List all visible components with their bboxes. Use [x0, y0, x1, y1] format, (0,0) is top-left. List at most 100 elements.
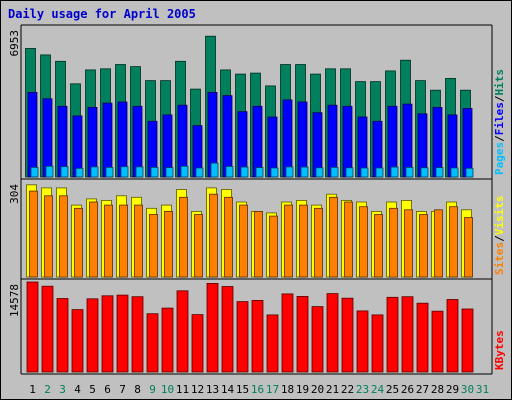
bar-kbytes — [281, 293, 294, 373]
bar-files — [402, 103, 413, 178]
bar-sites — [224, 196, 233, 278]
bar-sites — [239, 204, 248, 278]
bar-sites — [209, 193, 218, 278]
x-tick-label: 11 — [176, 383, 189, 396]
bar-pages — [330, 166, 339, 178]
bar-pages — [225, 166, 234, 178]
bar-sites — [419, 214, 428, 278]
x-tick-label: 19 — [296, 383, 309, 396]
bar-pages — [345, 167, 354, 178]
x-tick-label: 10 — [161, 383, 174, 396]
bar-pages — [270, 167, 279, 178]
x-tick-label: 13 — [206, 383, 219, 396]
bar-kbytes — [311, 306, 324, 373]
bar-pages — [390, 166, 399, 178]
panel-middle: 304 Sites/Visits — [8, 178, 506, 280]
bar-sites — [329, 196, 338, 278]
bar-kbytes — [326, 293, 339, 373]
bar-files — [312, 112, 323, 178]
x-tick-label: 16 — [251, 383, 264, 396]
legend-entry: Pages — [493, 142, 506, 175]
y-max-label: 304 — [8, 184, 21, 204]
bar-pages — [360, 167, 369, 178]
bar-sites — [464, 217, 473, 278]
x-tick-label: 21 — [326, 383, 339, 396]
bar-kbytes — [101, 295, 114, 373]
bar-sites — [104, 204, 113, 278]
bar-kbytes — [251, 299, 264, 373]
bar-sites — [404, 209, 413, 278]
x-tick-label: 18 — [281, 383, 294, 396]
legend-entry: Hits — [493, 69, 506, 96]
legend-bottom: KBytes — [493, 330, 506, 370]
bar-kbytes — [356, 310, 369, 373]
bar-kbytes — [431, 310, 444, 373]
bar-kbytes — [341, 297, 354, 373]
bar-pages — [30, 166, 39, 178]
bar-kbytes — [236, 301, 249, 373]
bar-pages — [45, 165, 54, 178]
bar-kbytes — [131, 296, 144, 373]
x-tick-label: 6 — [104, 383, 111, 396]
bar-files — [327, 104, 338, 178]
bar-kbytes — [41, 285, 54, 373]
bar-sites — [134, 204, 143, 278]
x-tick-label: 15 — [236, 383, 249, 396]
bar-kbytes — [146, 313, 159, 373]
bar-files — [387, 105, 398, 178]
bar-files — [117, 101, 128, 178]
x-axis-day-labels: 1 2 3 4 5 6 7 8 9 10 11 12 13 14 15 16 17 18 19 20 21 22 23 24 2… — [29, 383, 489, 396]
bar-kbytes — [416, 302, 429, 373]
bar-sites — [194, 214, 203, 278]
x-tick-label: 28 — [431, 383, 444, 396]
x-tick-label: 17 — [266, 383, 279, 396]
bar-kbytes — [26, 281, 39, 373]
bar-kbytes — [56, 298, 69, 373]
x-tick-label: 14 — [221, 383, 235, 396]
bar-sites — [44, 195, 53, 278]
series-kbytes — [26, 281, 474, 373]
bar-files — [462, 108, 473, 178]
x-tick-label: 12 — [191, 383, 204, 396]
x-tick-label: 3 — [59, 383, 66, 396]
bar-sites — [59, 195, 68, 278]
x-tick-label: 7 — [119, 383, 126, 396]
bar-kbytes — [191, 314, 204, 373]
legend-entry: / — [493, 135, 506, 142]
legend-entry: Files — [493, 102, 506, 135]
bar-files — [102, 102, 113, 178]
x-tick-label: 27 — [416, 383, 429, 396]
y-max-label: 14578 — [8, 284, 21, 317]
bar-kbytes — [401, 296, 414, 373]
bar-kbytes — [371, 314, 384, 373]
bar-files — [282, 99, 293, 178]
bar-sites — [74, 207, 83, 278]
bar-files — [72, 115, 83, 178]
bar-pages — [135, 166, 144, 178]
bar-kbytes — [161, 307, 174, 373]
bar-files — [222, 95, 233, 178]
bar-files — [297, 101, 308, 178]
bar-kbytes — [86, 298, 99, 373]
bar-pages — [60, 166, 69, 178]
bar-sites — [149, 214, 158, 278]
x-tick-label: 31 — [476, 383, 489, 396]
bar-files — [252, 105, 263, 178]
bar-kbytes — [461, 308, 474, 373]
bar-kbytes — [221, 286, 234, 373]
bar-sites — [449, 206, 458, 278]
x-tick-label: 22 — [341, 383, 354, 396]
x-tick-label: 8 — [134, 383, 141, 396]
legend-top: Pages/Files/Hits — [493, 69, 506, 175]
bar-sites — [389, 207, 398, 278]
bar-sites — [164, 210, 173, 278]
x-tick-label: 5 — [89, 383, 96, 396]
series-files — [27, 92, 473, 178]
bar-sites — [254, 210, 263, 278]
bar-sites — [299, 204, 308, 278]
bar-pages — [435, 167, 444, 178]
legend-entry: Visits — [493, 196, 506, 236]
bar-pages — [465, 167, 474, 178]
